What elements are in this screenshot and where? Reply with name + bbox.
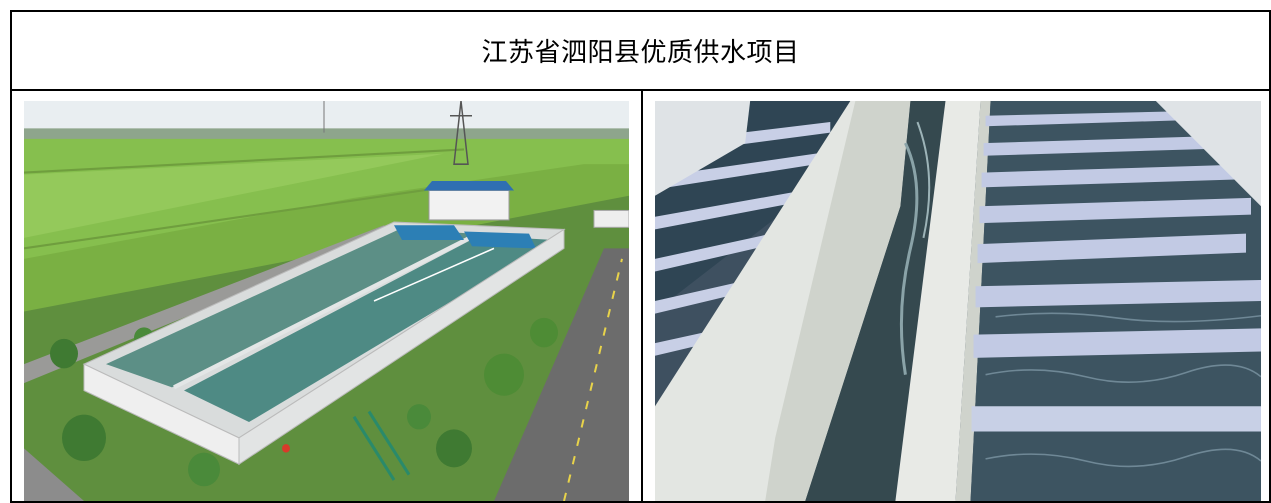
photo-cell-right: [640, 89, 1271, 503]
filter-tanks-closeup-icon: [655, 101, 1262, 501]
page-title: 江苏省泗阳县优质供水项目: [481, 38, 800, 68]
aerial-view-water-treatment-plant-icon: [24, 101, 629, 501]
title-cell: 江苏省泗阳县优质供水项目: [9, 10, 1271, 91]
document-table: 江苏省泗阳县优质供水项目: [9, 10, 1271, 503]
aerial-plant-photo: [24, 101, 629, 501]
photo-cell-left: [10, 89, 643, 503]
filter-tanks-photo: [655, 101, 1262, 501]
